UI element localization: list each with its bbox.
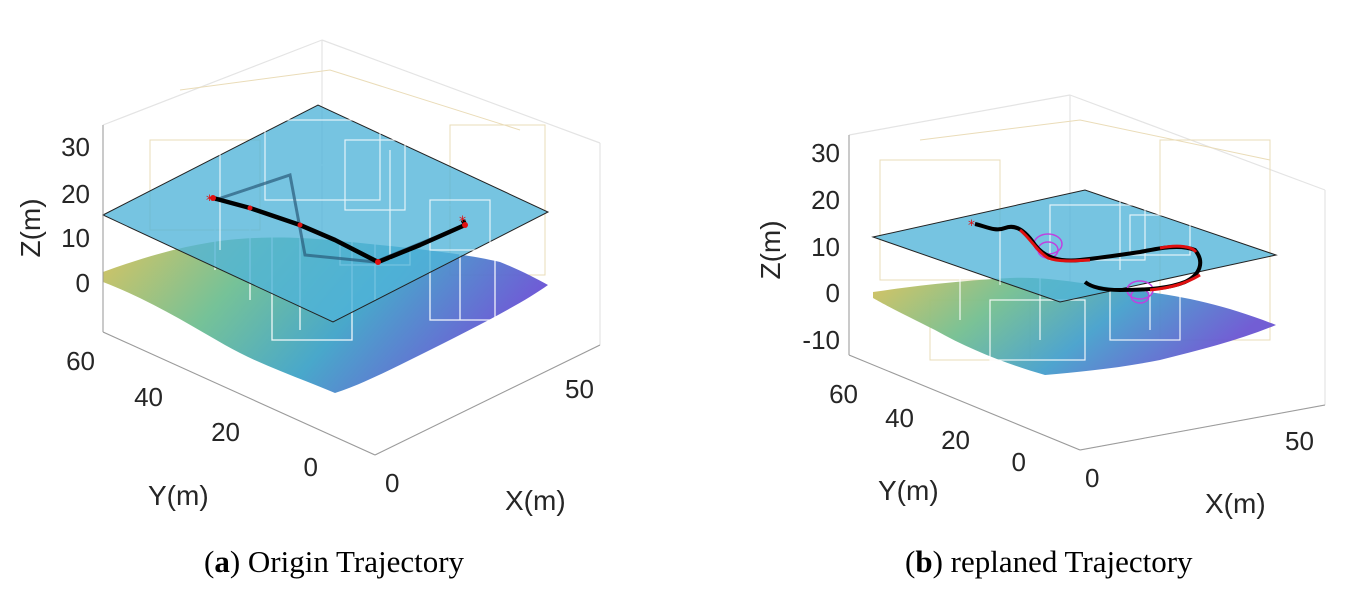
panel-a-x-tick: 0: [385, 468, 399, 498]
panel-a-start-marker: *: [206, 193, 213, 209]
panel-b-y-tick: 60: [829, 379, 858, 409]
panel-a-z-axis: 30 20 10 0 Z(m): [15, 125, 104, 332]
panel-b-z-tick: 10: [811, 232, 840, 262]
panel-b-caption: (b) replaned Trajectory: [905, 544, 1193, 579]
panel-a-z-tick: 10: [61, 223, 90, 253]
panel-b-z-label: Z(m): [755, 220, 786, 279]
panel-b-z-tick: 0: [826, 278, 840, 308]
panel-a-path-markers: [210, 195, 468, 265]
panel-b-y-axis: 60 40 20 0 Y(m): [829, 354, 1081, 506]
panel-b-z-axis: 30 20 10 0 -10 Z(m): [755, 135, 850, 355]
panel-b-x-tick: 50: [1285, 426, 1314, 456]
panel-b: * 30 20 10 0 -10 Z(m) 60 40 20 0 Y(m) 0 …: [755, 94, 1326, 579]
panel-b-obstacles-top: [999, 200, 1191, 285]
panel-a: * * 30 20 10 0 Z(m) 60 40 20 0 Y(m) 0 50…: [15, 39, 601, 579]
panel-b-y-tick: 40: [885, 403, 914, 433]
panel-b-x-axis: 0 50 X(m): [1079, 404, 1326, 519]
panel-a-end-marker: *: [459, 214, 466, 230]
panel-b-path-highlights: [1019, 228, 1201, 292]
panel-b-y-label: Y(m): [878, 475, 939, 506]
panel-a-y-label: Y(m): [148, 480, 209, 511]
panel-b-z-tick: -10: [802, 325, 840, 355]
panel-a-z-tick: 20: [61, 179, 90, 209]
panel-b-terrain: [873, 277, 1276, 375]
panel-a-caption-text: Origin Trajectory: [248, 544, 465, 579]
panel-a-z-tick: 30: [61, 132, 90, 162]
panel-b-y-tick: 0: [1012, 447, 1026, 477]
panel-b-x-label: X(m): [1205, 488, 1266, 519]
panel-b-trajectory: [974, 222, 1203, 292]
panel-b-z-tick: 20: [811, 185, 840, 215]
panel-a-trajectory: [212, 195, 468, 265]
panel-b-z-tick: 30: [811, 138, 840, 168]
panel-a-y-axis: 60 40 20 0 Y(m): [66, 331, 376, 511]
panel-a-obstacles-top: [219, 119, 491, 260]
panel-a-z-tick: 0: [76, 268, 90, 298]
panel-a-x-tick: 50: [565, 374, 594, 404]
panel-b-plane: [871, 189, 1278, 303]
panel-b-caption-text: replaned Trajectory: [951, 544, 1193, 579]
panel-a-y-tick: 60: [66, 346, 95, 376]
panel-a-x-label: X(m): [505, 485, 566, 516]
panel-a-z-label: Z(m): [15, 198, 46, 257]
panel-a-y-tick: 0: [304, 452, 318, 482]
panel-a-x-axis: 0 50 X(m): [374, 344, 601, 516]
panel-b-y-tick: 20: [941, 425, 970, 455]
panel-b-caption-label: b: [915, 544, 932, 579]
panel-a-caption-label: a: [214, 544, 230, 579]
panel-b-start-marker: *: [968, 218, 975, 234]
panel-a-caption: (a) Origin Trajectory: [204, 544, 465, 579]
panel-a-plane: [101, 104, 550, 323]
panel-a-y-tick: 40: [134, 382, 163, 412]
panel-b-x-tick: 0: [1085, 463, 1099, 493]
panel-a-y-tick: 20: [211, 417, 240, 447]
